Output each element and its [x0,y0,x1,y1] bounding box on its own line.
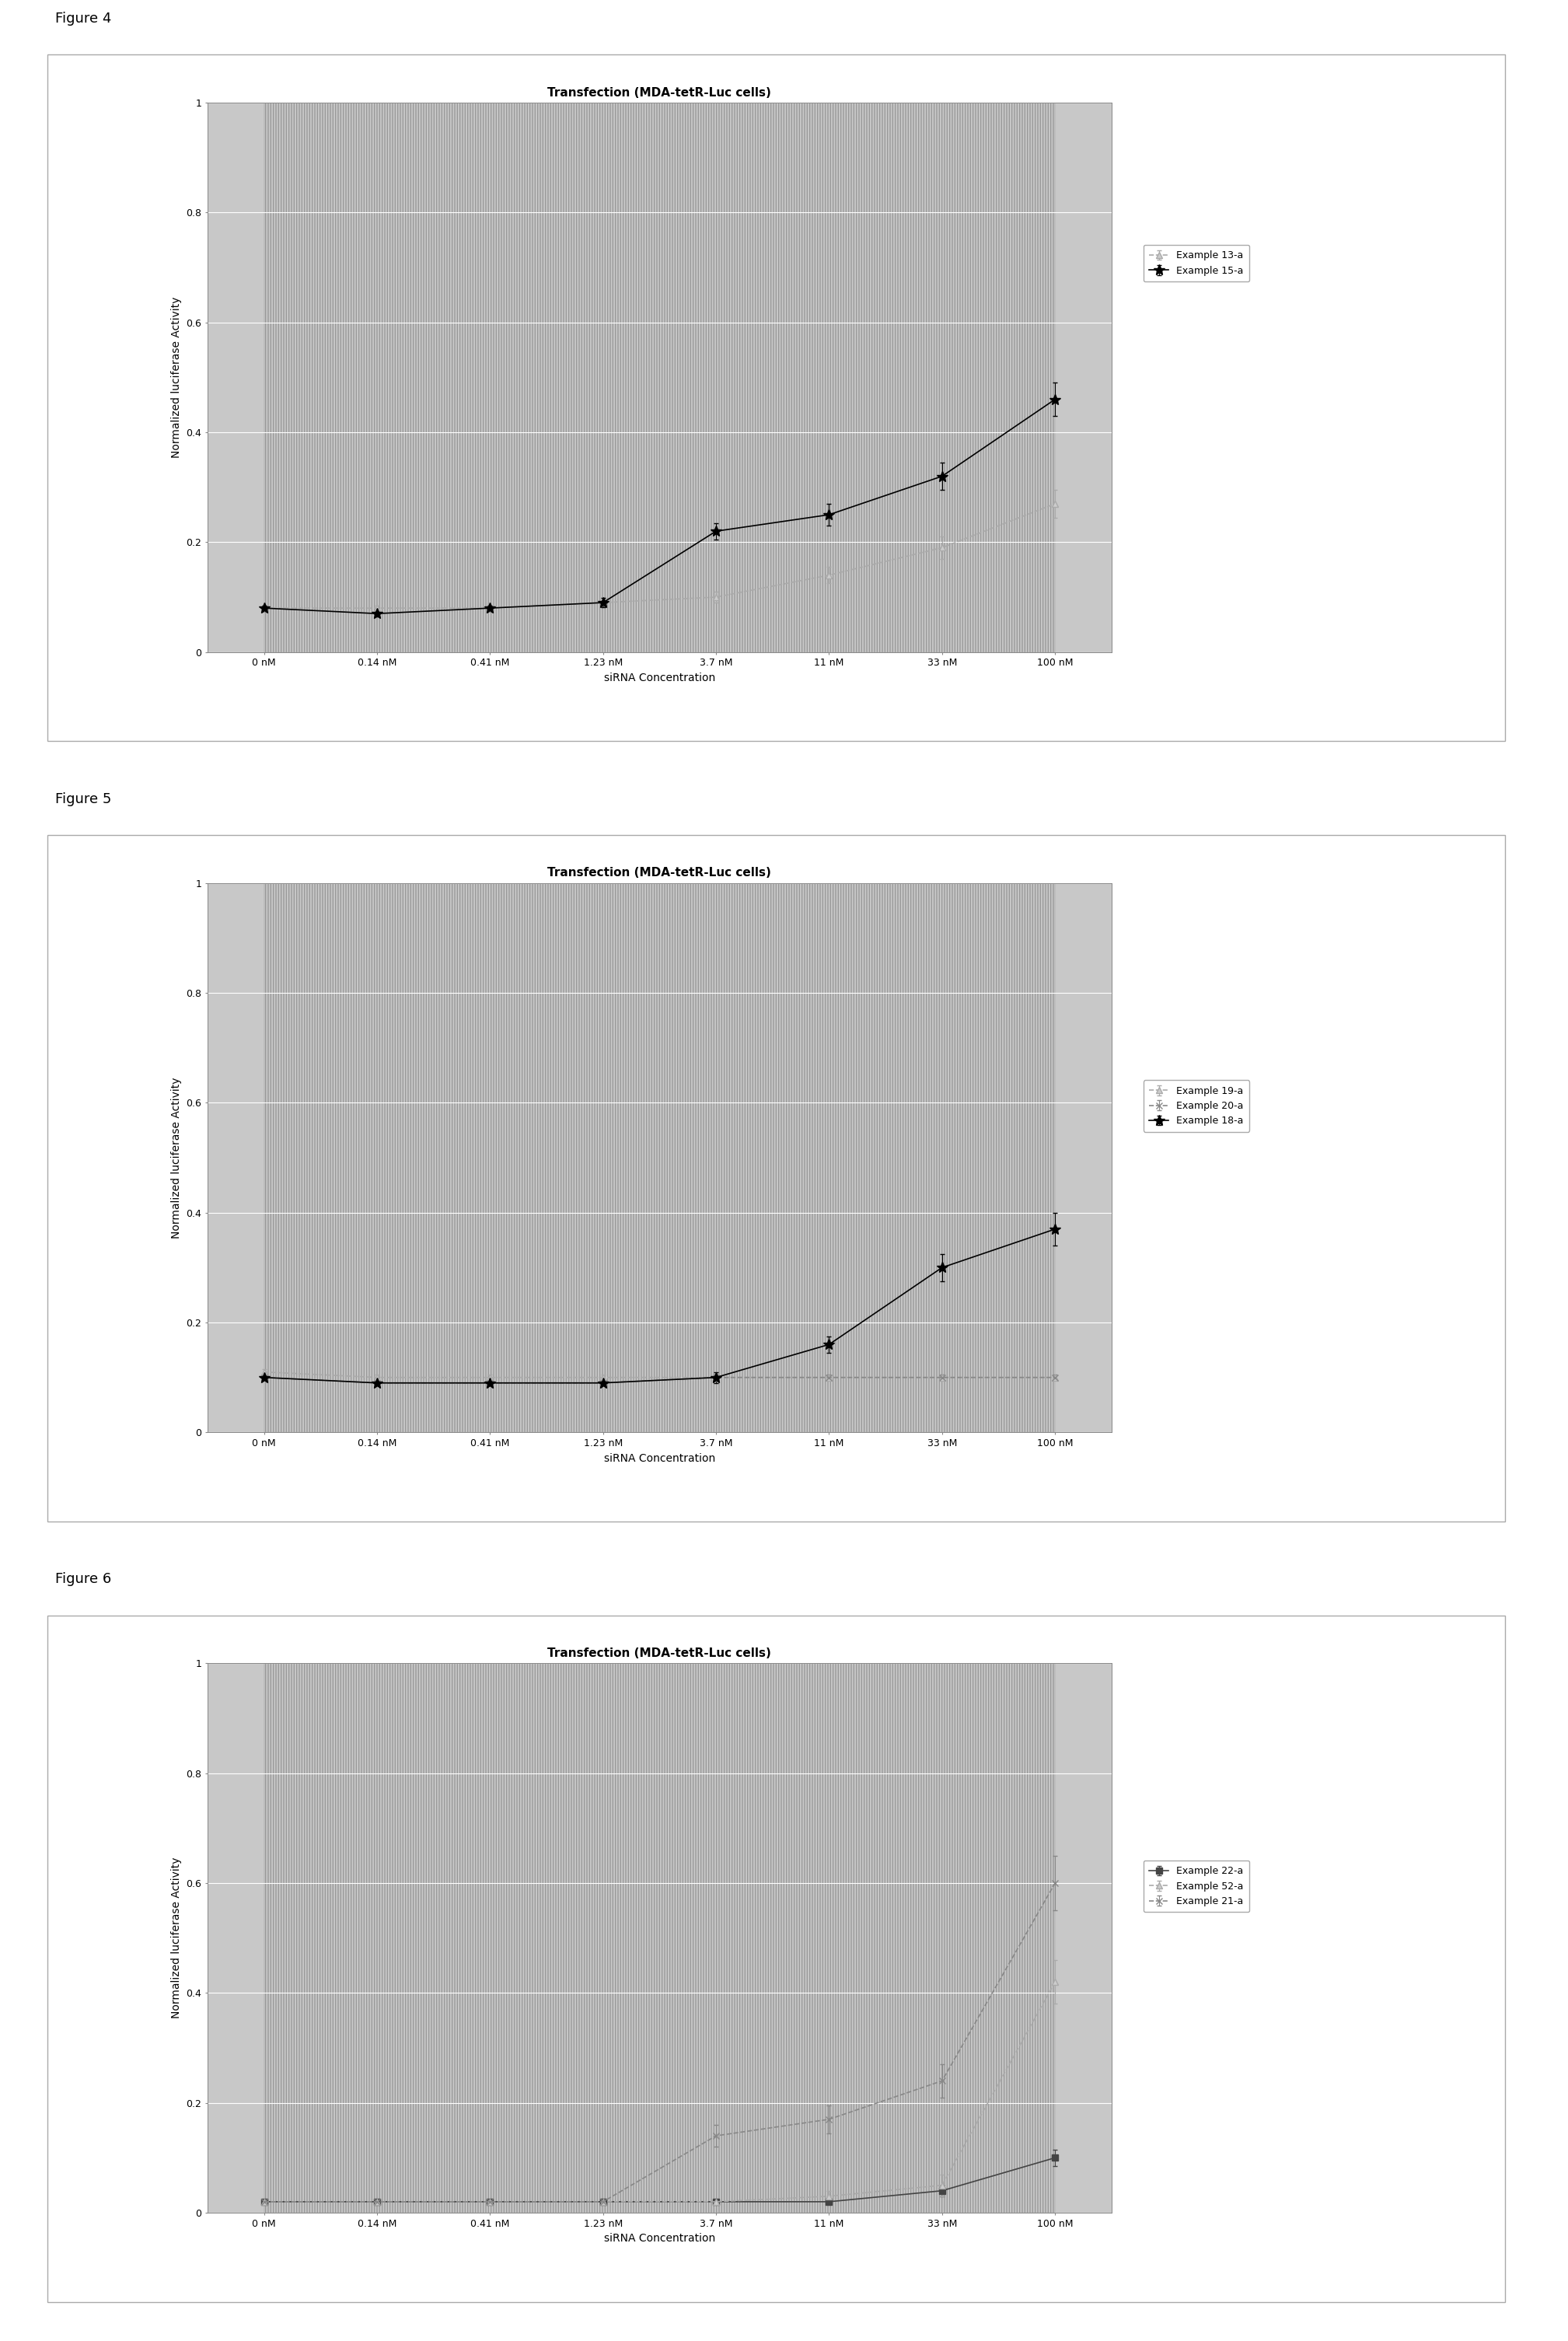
Title: Transfection (MDA-tetR-Luc cells): Transfection (MDA-tetR-Luc cells) [547,87,771,98]
Y-axis label: Normalized luciferase Activity: Normalized luciferase Activity [171,1856,182,2018]
X-axis label: siRNA Concentration: siRNA Concentration [604,672,715,684]
Title: Transfection (MDA-tetR-Luc cells): Transfection (MDA-tetR-Luc cells) [547,866,771,878]
Text: Figure 5: Figure 5 [55,791,111,805]
Bar [263,103,1055,653]
Y-axis label: Normalized luciferase Activity: Normalized luciferase Activity [171,297,182,459]
Title: Transfection (MDA-tetR-Luc cells): Transfection (MDA-tetR-Luc cells) [547,1648,771,1660]
Bar [263,1664,1055,2212]
Legend: Example 13-a, Example 15-a: Example 13-a, Example 15-a [1143,246,1250,281]
Text: Figure 6: Figure 6 [55,1573,111,1587]
Bar [263,883,1055,1433]
Legend: Example 22-a, Example 52-a, Example 21-a: Example 22-a, Example 52-a, Example 21-a [1143,1861,1250,1913]
X-axis label: siRNA Concentration: siRNA Concentration [604,1454,715,1463]
X-axis label: siRNA Concentration: siRNA Concentration [604,2233,715,2245]
Text: Figure 4: Figure 4 [55,12,111,26]
Y-axis label: Normalized luciferase Activity: Normalized luciferase Activity [171,1077,182,1238]
Legend: Example 19-a, Example 20-a, Example 18-a: Example 19-a, Example 20-a, Example 18-a [1143,1079,1250,1131]
